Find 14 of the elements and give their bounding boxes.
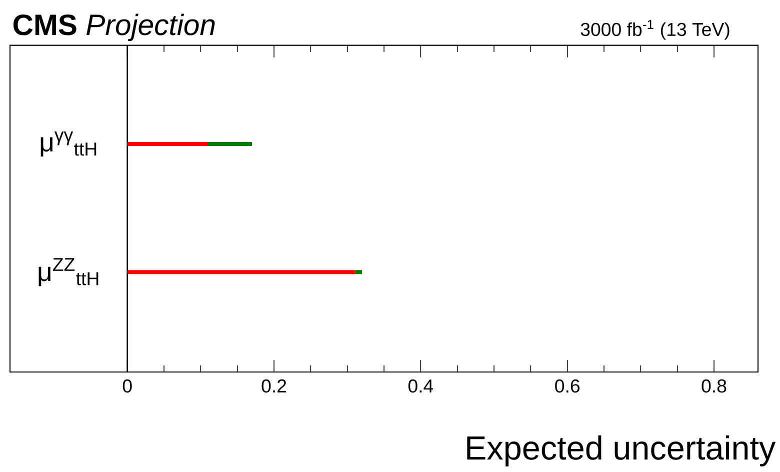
chart-title: CMS Projection <box>13 14 215 42</box>
x-tick-label: 0.6 <box>555 379 580 393</box>
y-tick-label: μ$^{γγ}$ttH <box>40 131 96 156</box>
y-tick-label: μ$^{ZZ}$ttH <box>38 258 98 286</box>
bar <box>208 142 252 146</box>
x-tick-label: 0.2 <box>262 379 286 393</box>
x-axis-title: Expected uncertainty <box>467 435 776 466</box>
bar <box>127 270 355 274</box>
x-tick-label: 0.4 <box>408 379 434 393</box>
x-tick-label: 0 <box>122 379 132 393</box>
bar <box>127 142 208 146</box>
bar <box>354 270 362 274</box>
chart-subtitle: 3000 fb$^{-1}$ (13 TeV) <box>580 20 730 40</box>
x-tick-label: 0.8 <box>702 379 726 393</box>
